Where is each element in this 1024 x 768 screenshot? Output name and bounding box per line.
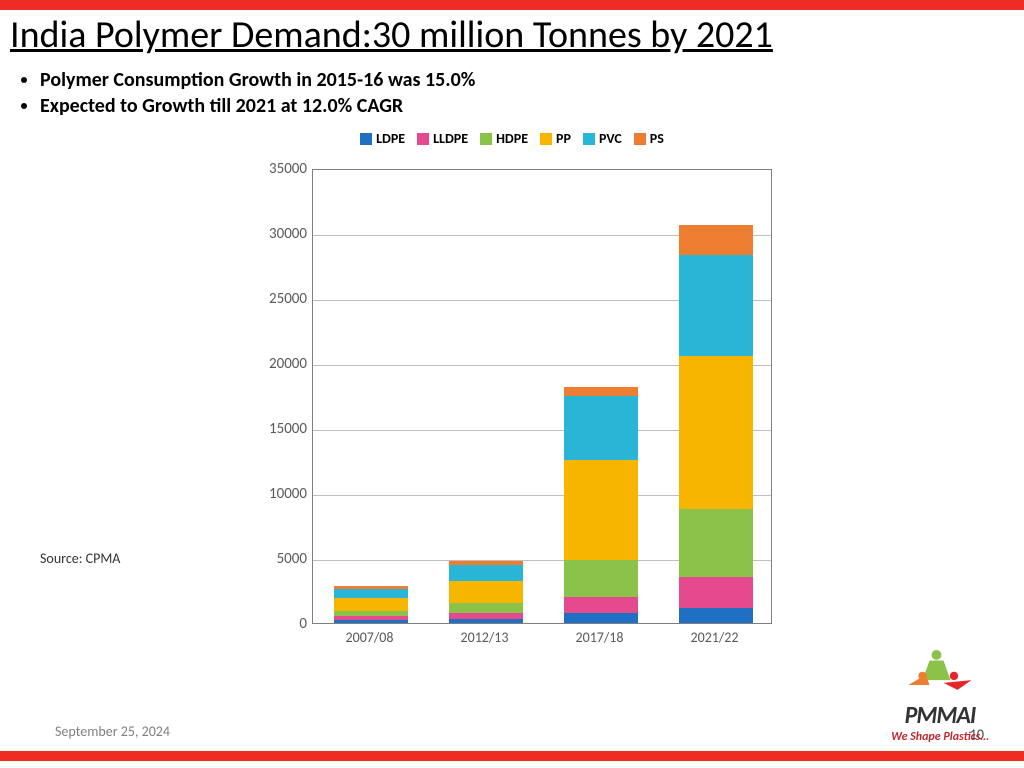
chart-bar-segment (449, 613, 523, 618)
chart-xtick: 2021/22 (691, 629, 739, 646)
legend-label: HDPE (496, 130, 528, 147)
chart-bar-segment (564, 560, 638, 596)
chart-bar-segment (334, 611, 408, 616)
accent-bottom-bar (0, 751, 1024, 761)
chart-bar-segment (679, 255, 753, 356)
chart-bar-segment (334, 616, 408, 620)
chart-bar-segment (679, 577, 753, 608)
chart-bar-segment (564, 597, 638, 614)
bullet-item: Polymer Consumption Growth in 2015-16 wa… (40, 68, 984, 92)
chart-plot-area (312, 169, 772, 624)
chart-bar-segment (334, 598, 408, 611)
source-label: Source: CPMA (40, 550, 120, 567)
chart-xtick: 2017/18 (576, 629, 624, 646)
chart-bar-segment (449, 581, 523, 603)
legend-label: LLDPE (433, 130, 468, 147)
chart-bar-segment (679, 225, 753, 255)
legend-item: PP (540, 130, 571, 147)
chart-bar-segment (334, 589, 408, 598)
chart-bar-segment (564, 613, 638, 622)
legend-item: LDPE (360, 130, 405, 147)
accent-top-bar (0, 0, 1024, 10)
chart-ytick: 30000 (269, 225, 307, 243)
chart-ytick: 15000 (269, 420, 307, 438)
logo: PMMAI We Shape Plastics… (870, 646, 1010, 744)
legend-label: PP (556, 130, 571, 147)
logo-text: PMMAI (870, 701, 1010, 730)
chart-bar-segment (564, 396, 638, 460)
legend-swatch (417, 133, 429, 145)
bullet-item: Expected to Growth till 2021 at 12.0% CA… (40, 94, 984, 118)
logo-tagline: We Shape Plastics… (870, 730, 1010, 744)
legend-swatch (480, 133, 492, 145)
chart-bar-segment (449, 565, 523, 581)
page-title: India Polymer Demand:30 million Tonnes b… (0, 10, 1024, 62)
chart-ytick: 20000 (269, 355, 307, 373)
legend-label: PS (650, 130, 664, 147)
chart-bar-segment (449, 619, 523, 623)
legend-swatch (540, 133, 552, 145)
bullet-list: Polymer Consumption Growth in 2015-16 wa… (0, 62, 1024, 126)
chart-legend: LDPE LLDPE HDPE PP PVC PS (0, 130, 1024, 149)
legend-item: PVC (583, 130, 622, 147)
chart-ytick: 5000 (277, 550, 307, 568)
legend-item: HDPE (480, 130, 528, 147)
legend-item: PS (634, 130, 664, 147)
chart-bar-segment (334, 620, 408, 623)
legend-swatch (360, 133, 372, 145)
chart-bar-segment (564, 387, 638, 396)
legend-label: PVC (599, 130, 622, 147)
chart-xtick: 2007/08 (346, 629, 394, 646)
legend-swatch (634, 133, 646, 145)
chart-bar-segment (679, 356, 753, 509)
chart-bar-segment (679, 509, 753, 577)
footer-date: September 25, 2024 (55, 723, 170, 740)
chart-bar-segment (679, 608, 753, 622)
chart: 0 5000 10000 15000 20000 25000 30000 35000 2007/… (232, 159, 792, 649)
legend-swatch (583, 133, 595, 145)
chart-bar-segment (449, 561, 523, 565)
chart-xtick: 2012/13 (461, 629, 509, 646)
legend-item: LLDPE (417, 130, 468, 147)
chart-ytick: 35000 (269, 160, 307, 178)
chart-bar-segment (334, 586, 408, 589)
chart-ytick: 25000 (269, 290, 307, 308)
logo-icon (905, 646, 975, 696)
legend-label: LDPE (376, 130, 405, 147)
chart-ytick: 0 (299, 615, 307, 633)
chart-ytick: 10000 (269, 485, 307, 503)
chart-bar-segment (449, 603, 523, 613)
chart-bar-segment (564, 460, 638, 560)
